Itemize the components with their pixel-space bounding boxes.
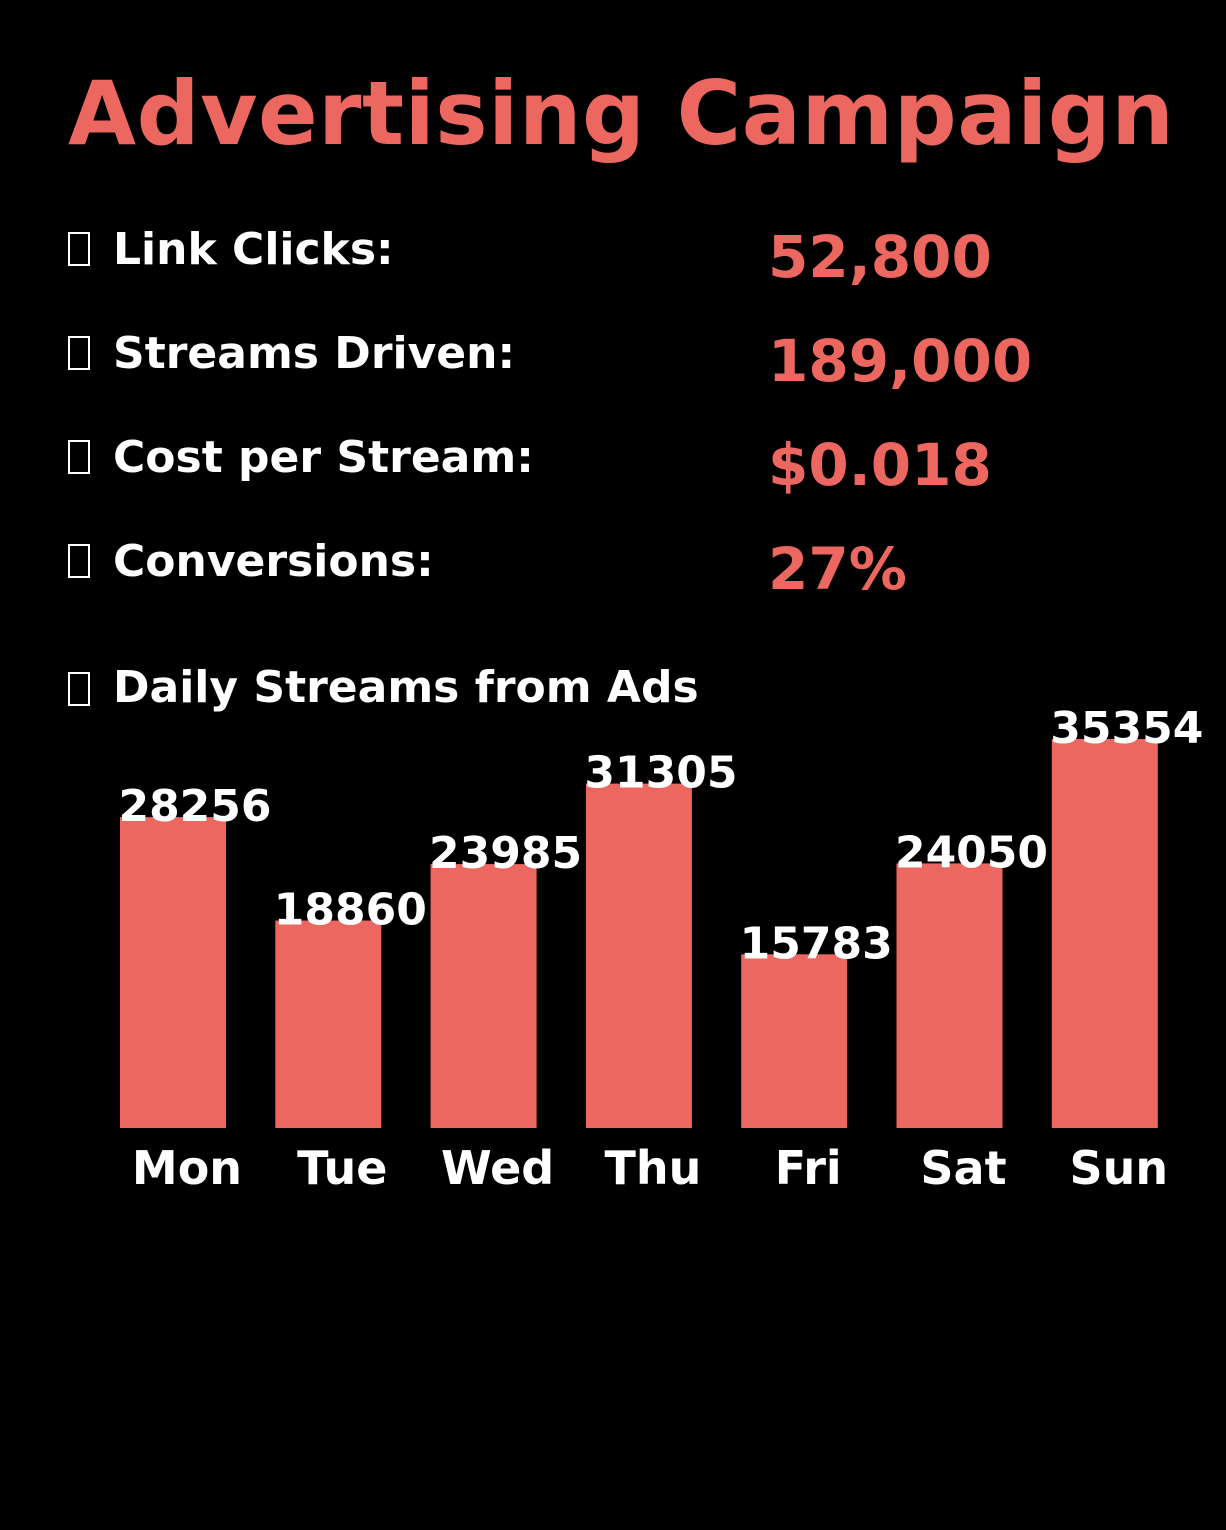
bar-thu <box>585 783 692 1128</box>
page-title: Advertising Campaign <box>68 62 1175 165</box>
bar-sat <box>896 863 1003 1128</box>
bar-value-label: 15783 <box>740 918 893 969</box>
missing-glyph-icon <box>68 544 90 578</box>
stat-value: $0.018 <box>768 431 992 499</box>
stat-row-conversions: Conversions: 27% <box>68 540 1168 610</box>
missing-glyph-icon <box>68 440 90 474</box>
bar-value-label: 28256 <box>118 781 271 832</box>
bar-value-label: 23985 <box>429 828 582 879</box>
bar-tue <box>275 920 382 1128</box>
stat-value: 27% <box>768 535 907 603</box>
bar-wed <box>430 864 537 1128</box>
bar-sun <box>1051 739 1158 1128</box>
stat-value: 189,000 <box>768 327 1033 395</box>
stat-label: Conversions: <box>113 536 434 587</box>
stat-label: Cost per Stream: <box>113 432 534 483</box>
bar-value-label: 24050 <box>895 827 1048 878</box>
bar-value-label: 18860 <box>274 885 427 936</box>
stat-label: Link Clicks: <box>113 224 394 275</box>
missing-glyph-icon <box>68 232 90 266</box>
x-tick-label: Fri <box>775 1141 842 1195</box>
bar-fri <box>741 954 848 1128</box>
stat-label: Streams Driven: <box>113 328 516 379</box>
x-tick-label: Wed <box>441 1141 554 1195</box>
missing-glyph-icon <box>68 672 90 706</box>
x-tick-label: Sun <box>1069 1141 1168 1195</box>
bar-value-label: 31305 <box>584 748 737 799</box>
x-tick-label: Mon <box>132 1141 242 1195</box>
stat-value: 52,800 <box>768 223 992 291</box>
missing-glyph-icon <box>68 336 90 370</box>
stat-row-streams-driven: Streams Driven: 189,000 <box>68 332 1168 402</box>
chart-heading: Daily Streams from Ads <box>68 666 968 716</box>
x-tick-label: Thu <box>604 1141 701 1195</box>
x-tick-label: Sat <box>920 1141 1006 1195</box>
bar-value-label: 35354 <box>1050 703 1203 754</box>
chart-title: Daily Streams from Ads <box>113 662 699 713</box>
x-tick-label: Tue <box>297 1141 387 1195</box>
bar-mon <box>120 817 226 1128</box>
stat-row-link-clicks: Link Clicks: 52,800 <box>68 228 1168 298</box>
stat-row-cost-per-stream: Cost per Stream: $0.018 <box>68 436 1168 506</box>
